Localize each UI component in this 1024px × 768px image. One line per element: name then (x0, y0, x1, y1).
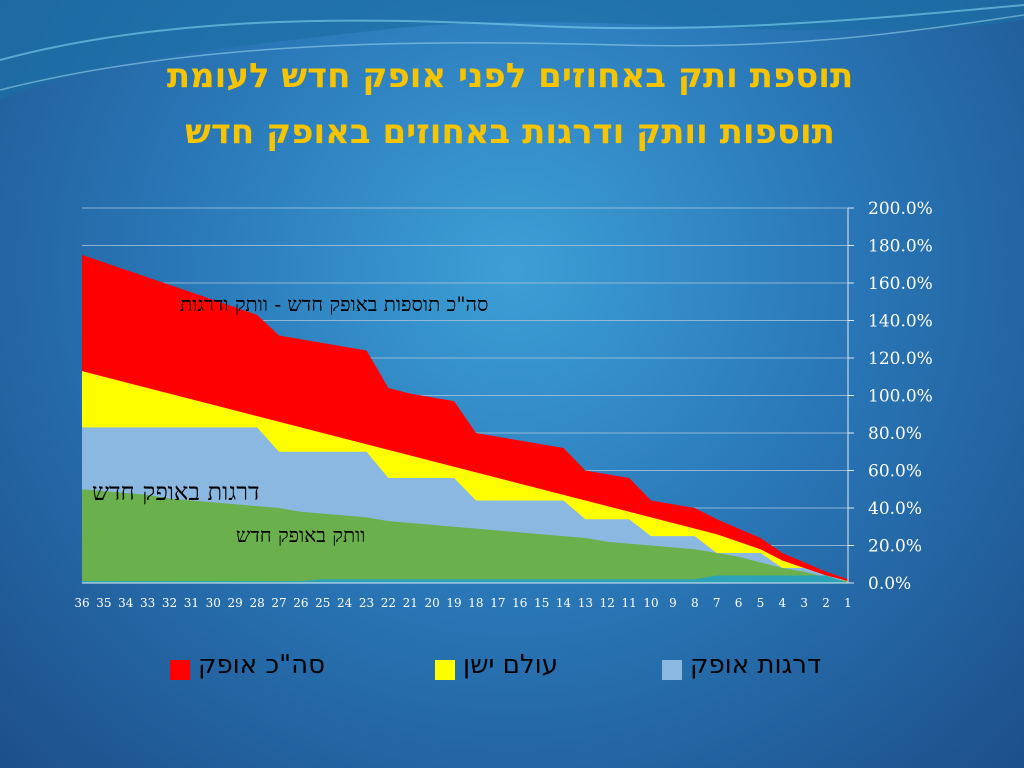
y-tick-label: 180.0% (868, 237, 933, 257)
y-tick-label: 60.0% (868, 462, 922, 482)
y-tick-label: 140.0% (868, 312, 933, 332)
x-tick-label: 33 (140, 596, 155, 610)
x-tick-label: 14 (556, 596, 572, 610)
x-tick-label: 10 (643, 596, 658, 610)
area-series-4 (82, 575, 848, 583)
x-tick-label: 5 (757, 596, 765, 610)
x-tick-label: 9 (669, 596, 677, 610)
x-tick-label: 23 (359, 596, 374, 610)
x-tick-label: 1 (844, 596, 852, 610)
y-tick-label: 80.0% (868, 424, 922, 444)
x-tick-label: 26 (293, 596, 308, 610)
legend-swatch-red (170, 660, 190, 680)
x-tick-label: 3 (800, 596, 808, 610)
x-tick-label: 6 (735, 596, 743, 610)
y-tick-label: 40.0% (868, 499, 922, 519)
area-series-3 (82, 489, 848, 583)
x-tick-label: 4 (779, 596, 787, 610)
x-tick-label: 12 (600, 596, 615, 610)
legend-label-old-world: עולם ישן (463, 650, 558, 680)
legend-swatch-lightblue (662, 660, 682, 680)
legend-item-old-world: עולם ישן (435, 650, 558, 680)
y-tick-label: 20.0% (868, 537, 922, 557)
x-tick-label: 32 (162, 596, 177, 610)
total-annotation: סה"כ תוספות באופק חדש - וותק ודרגות (180, 292, 489, 316)
ranks-annotation: דרגות באופק חדש (92, 478, 260, 506)
title-line-1: תוספת ותק באחוזים לפני אופק חדש לעומת (166, 56, 854, 96)
x-tick-label: 25 (315, 596, 330, 610)
title-line-2: תוספות וותק ודרגות באחוזים באופק חדש (185, 112, 835, 152)
x-tick-label: 24 (337, 596, 353, 610)
x-tick-label: 18 (468, 596, 483, 610)
x-tick-label: 29 (228, 596, 243, 610)
legend-swatch-yellow (435, 660, 455, 680)
x-tick-label: 22 (381, 596, 396, 610)
legend-label-total: סה"כ אופק (198, 650, 325, 680)
y-tick-label: 200.0% (868, 199, 933, 219)
legend-item-total: סה"כ אופק (170, 650, 325, 680)
y-tick-label: 160.0% (868, 274, 933, 294)
y-tick-label: 0.0% (868, 574, 911, 594)
x-tick-label: 20 (425, 596, 440, 610)
x-tick-label: 19 (446, 596, 461, 610)
seniority-annotation: וותק באופק חדש (236, 523, 366, 547)
stacked-area-chart: 200.0%180.0%160.0%140.0%120.0%100.0%80.0… (74, 199, 933, 610)
x-tick-label: 16 (512, 596, 527, 610)
x-tick-label: 7 (713, 596, 721, 610)
legend-label-ranks: דרגות אופק (690, 650, 822, 680)
x-tick-label: 31 (184, 596, 199, 610)
x-tick-label: 35 (96, 596, 111, 610)
x-tick-label: 13 (578, 596, 593, 610)
x-tick-label: 36 (74, 596, 89, 610)
x-tick-label: 28 (249, 596, 264, 610)
y-tick-label: 100.0% (868, 387, 933, 407)
x-tick-label: 15 (534, 596, 549, 610)
x-tick-label: 17 (490, 596, 505, 610)
x-tick-label: 34 (118, 596, 134, 610)
x-tick-label: 30 (206, 596, 221, 610)
y-tick-label: 120.0% (868, 349, 933, 369)
x-tick-label: 8 (691, 596, 699, 610)
page-title: תוספת ותק באחוזים לפני אופק חדש לעומת תו… (60, 48, 960, 160)
x-tick-label: 27 (271, 596, 286, 610)
chart-legend: סה"כ אופק עולם ישן דרגות אופק (0, 650, 1024, 690)
legend-item-ranks: דרגות אופק (662, 650, 821, 680)
x-tick-label: 2 (822, 596, 830, 610)
x-tick-label: 11 (622, 596, 637, 610)
x-tick-label: 21 (403, 596, 418, 610)
